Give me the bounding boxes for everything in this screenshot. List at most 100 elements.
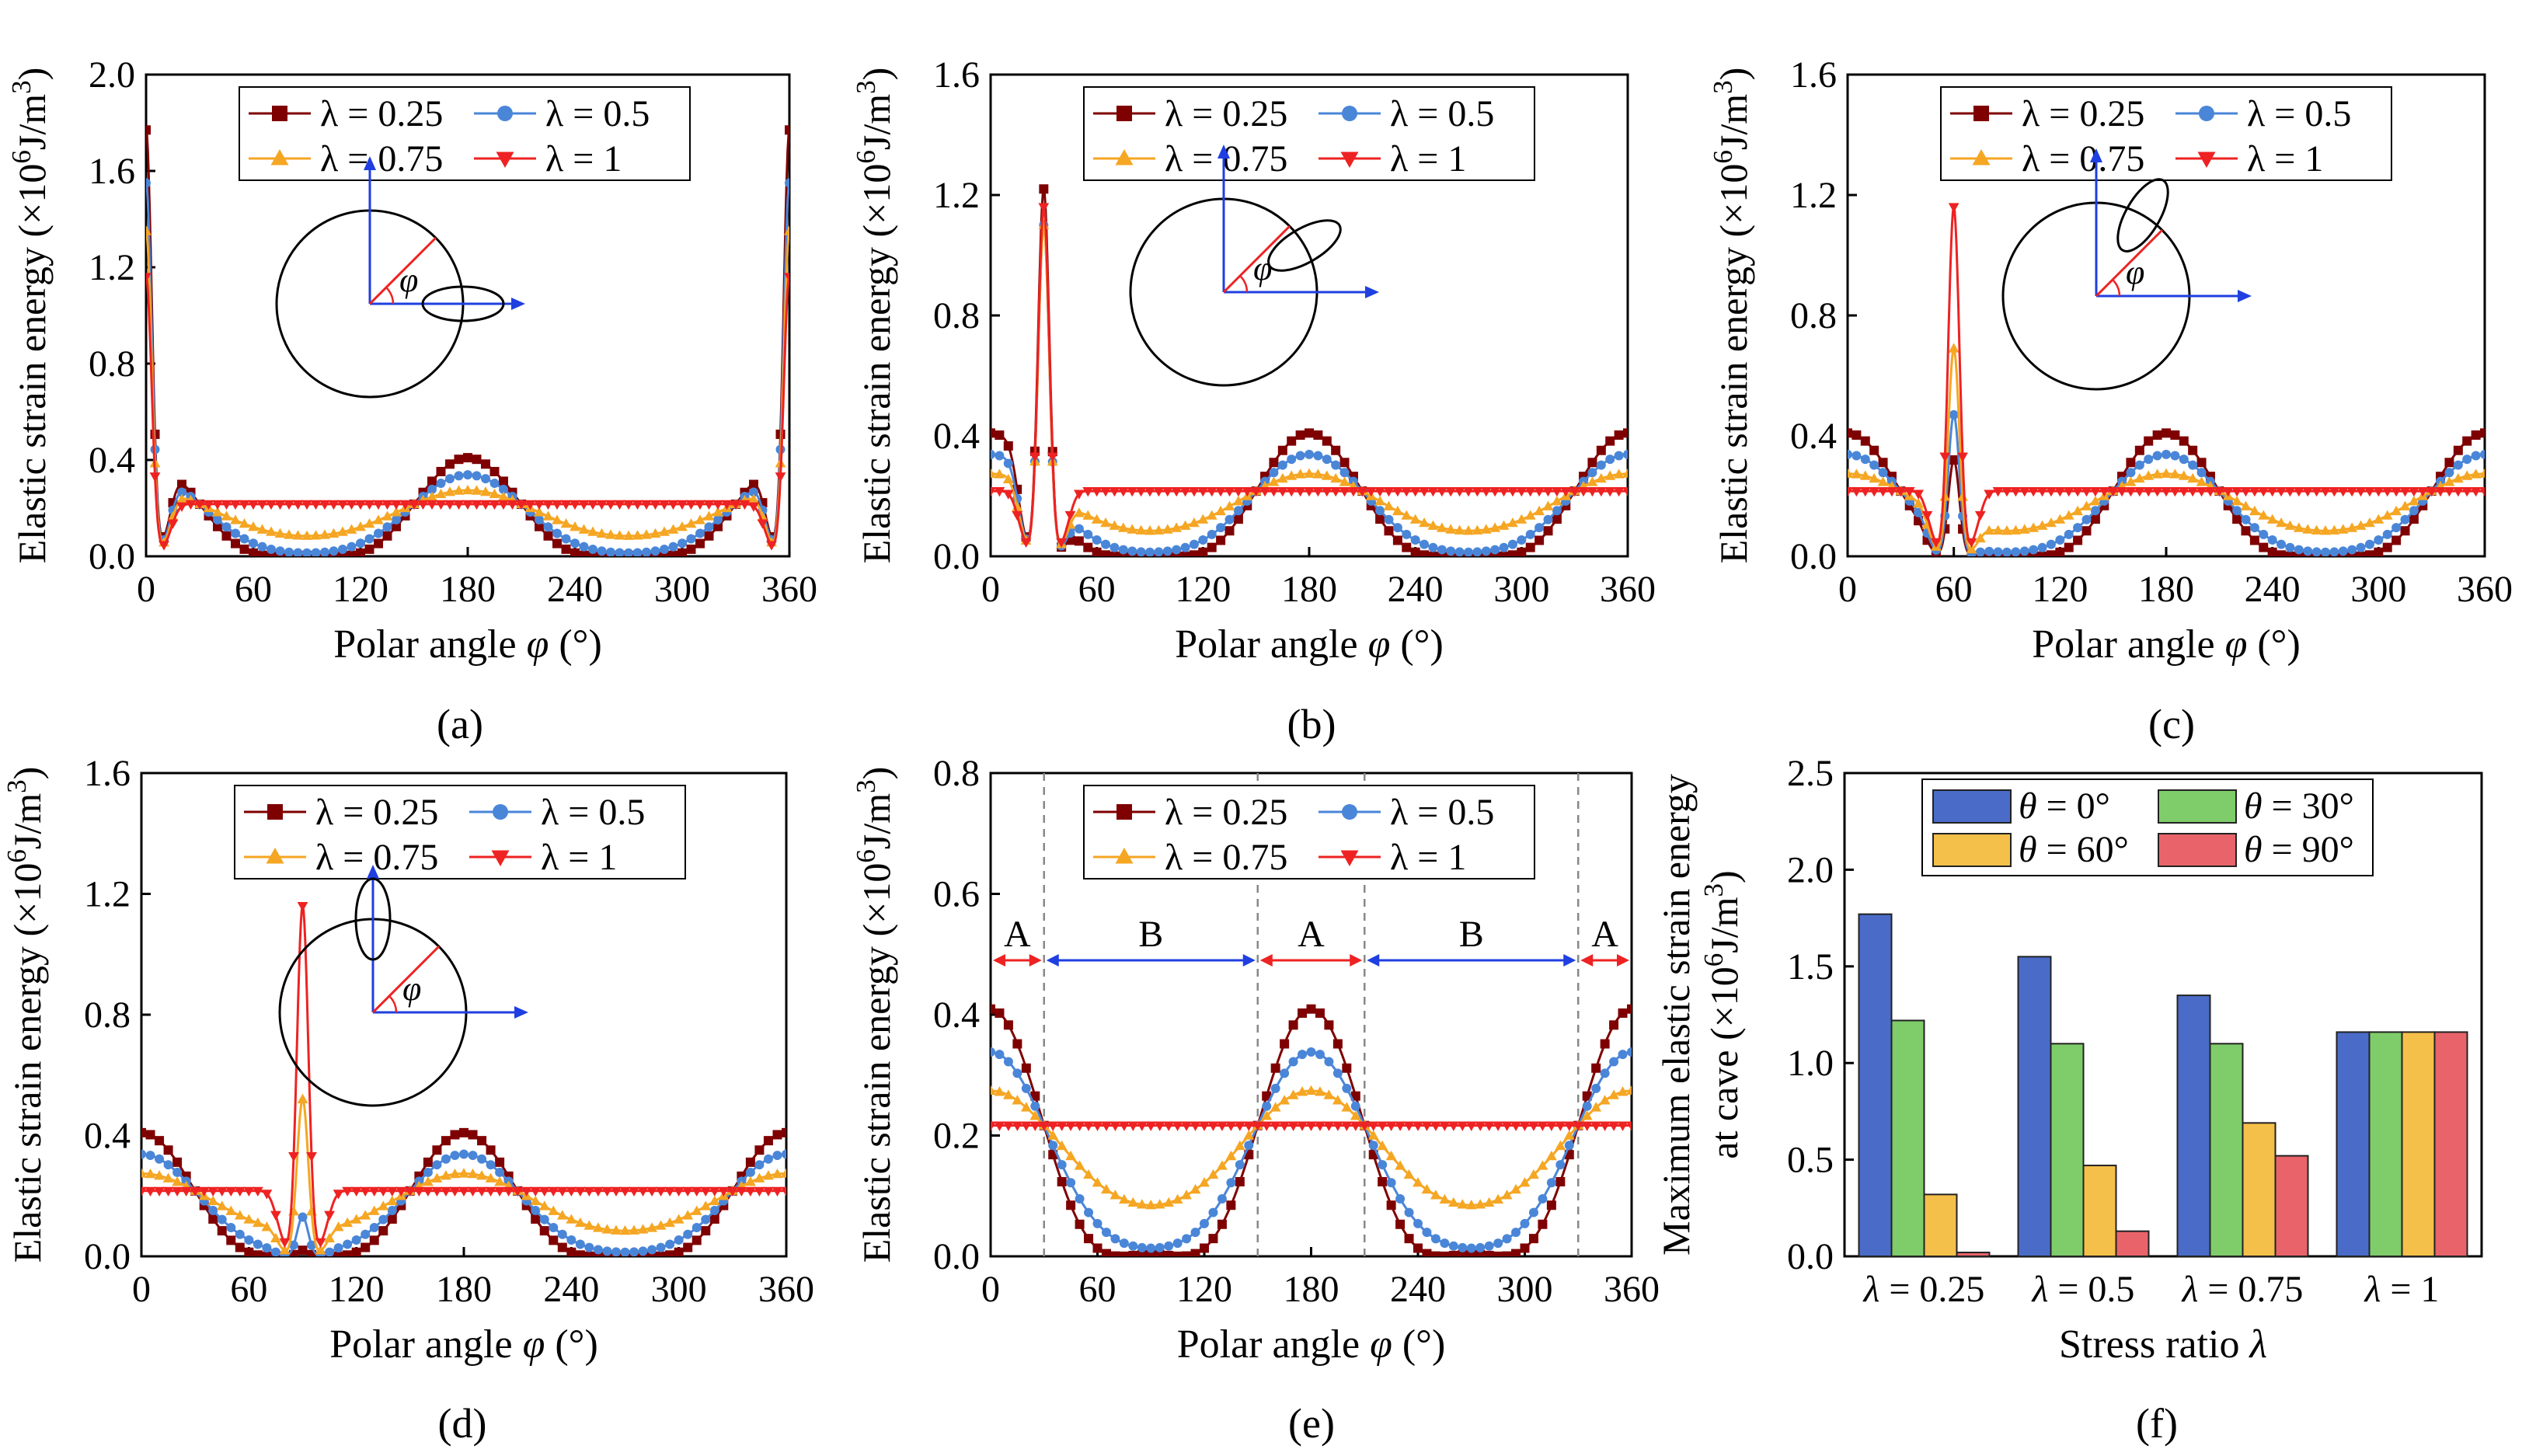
data-point	[1154, 1199, 1165, 1209]
data-point	[435, 488, 447, 499]
data-point	[441, 1154, 451, 1164]
data-point	[146, 125, 151, 135]
data-point	[2196, 458, 2207, 468]
data-point	[650, 500, 661, 510]
category-label-part: = 0.75	[2198, 1269, 2303, 1310]
data-point	[449, 1168, 461, 1179]
data-point	[641, 500, 652, 510]
x-axis-title-part: (°)	[1392, 1322, 1445, 1367]
y-tick-label-part: 1.6	[1790, 54, 1837, 96]
data-point	[2266, 486, 2278, 497]
data-point	[1330, 472, 1342, 483]
x-tick-label-part: 180	[1284, 1269, 1339, 1310]
data-point	[1091, 486, 1103, 497]
data-point	[1038, 1121, 1050, 1131]
data-point	[2293, 522, 2304, 532]
legend-label: λ = 1	[1390, 138, 1466, 179]
data-point	[736, 1186, 747, 1197]
x-tick-label: 120	[1175, 569, 1231, 610]
y-tick-label-part: 1.6	[84, 753, 131, 794]
data-point	[1587, 476, 1598, 486]
data-point	[1215, 486, 1227, 497]
data-point	[1555, 1121, 1566, 1131]
data-point	[1524, 486, 1536, 497]
data-point	[1190, 1121, 1201, 1131]
data-point	[587, 500, 598, 510]
data-point	[1542, 500, 1554, 510]
data-point	[674, 1235, 684, 1245]
data-point	[364, 544, 374, 554]
series-2	[991, 1085, 1632, 1210]
data-point	[763, 1186, 774, 1197]
data-point	[646, 1186, 657, 1197]
y-axis-title: Elastic strain energy (×106J/m3)	[1708, 68, 1756, 564]
data-point	[785, 178, 789, 188]
data-point	[703, 500, 715, 510]
x-tick-label: 240	[2245, 569, 2301, 610]
data-point	[1179, 486, 1191, 497]
data-point	[1332, 1121, 1343, 1131]
data-point	[1493, 1121, 1504, 1131]
data-point	[1627, 1004, 1632, 1014]
legend-marker	[1116, 106, 1132, 121]
data-point	[1401, 486, 1413, 497]
data-point	[704, 531, 714, 541]
x-tick-label: 360	[2457, 569, 2513, 610]
data-point	[1206, 486, 1217, 497]
data-point	[1490, 545, 1500, 555]
data-point	[701, 1226, 711, 1236]
data-point	[1949, 455, 1959, 465]
data-point	[1179, 520, 1191, 530]
data-point	[1445, 524, 1457, 534]
data-point	[601, 1224, 613, 1234]
data-point	[2011, 547, 2021, 556]
data-point	[1501, 1190, 1513, 1200]
legend-label: λ = 0.75	[1165, 837, 1287, 878]
data-point	[1475, 1121, 1486, 1131]
y-axis-title: Elastic strain energy (×106J/m3)	[851, 68, 899, 564]
data-point	[476, 1170, 487, 1180]
data-point	[1447, 1196, 1459, 1207]
data-point	[1297, 1121, 1308, 1131]
data-point	[1298, 1008, 1308, 1018]
legend-label: θ = 90°	[2244, 829, 2354, 870]
legend-label: λ = 0.75	[315, 837, 438, 878]
category-label-part: λ	[2364, 1269, 2381, 1310]
data-point	[1404, 1207, 1414, 1217]
data-point	[1582, 1091, 1592, 1101]
data-point	[343, 1250, 353, 1256]
data-point	[431, 1172, 443, 1183]
legend-marker	[493, 804, 508, 820]
data-point	[1294, 468, 1306, 479]
legend-marker	[1972, 149, 1991, 165]
data-point	[638, 1246, 648, 1256]
x-tick-label: 120	[329, 1269, 385, 1310]
data-point	[695, 500, 705, 510]
data-point	[467, 1186, 479, 1197]
data-point	[477, 1136, 487, 1146]
data-point	[288, 1152, 299, 1162]
data-point	[1378, 1176, 1388, 1186]
x-tick-label: 180	[436, 1269, 492, 1310]
radius-line	[368, 236, 437, 305]
data-point	[543, 531, 553, 541]
data-point	[596, 528, 608, 538]
data-point	[2029, 545, 2039, 555]
data-point	[660, 544, 669, 554]
data-point	[1207, 1169, 1219, 1179]
cave-ellipse	[354, 877, 392, 961]
y-tick-label-part: 0.0	[933, 1236, 980, 1277]
legend-marker	[2197, 152, 2216, 168]
data-point	[2479, 486, 2485, 497]
data-point	[1269, 468, 1279, 478]
data-point	[355, 500, 366, 510]
data-point	[1243, 1130, 1255, 1140]
y-tick-label-part: 0.0	[1790, 536, 1837, 577]
data-point	[685, 517, 697, 528]
data-point	[1208, 1207, 1218, 1217]
series-3	[141, 901, 786, 1248]
data-point	[1463, 486, 1474, 497]
data-point	[1092, 535, 1102, 545]
cave-inset: φ	[2001, 148, 2252, 391]
data-point	[1137, 1249, 1147, 1256]
